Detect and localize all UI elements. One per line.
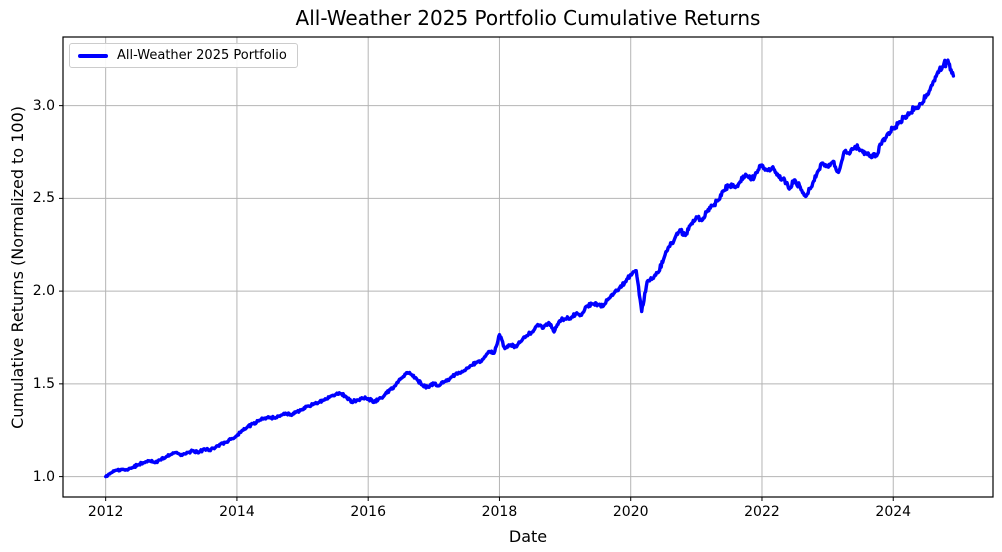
x-tick-label-2020: 2020	[612, 504, 649, 520]
legend-line-swatch	[78, 53, 108, 58]
y-axis-label-wrap: Cumulative Returns (Normalized to 100)	[2, 37, 32, 497]
x-axis-label: Date	[508, 527, 548, 546]
y-tick-label-1.5: 1.5	[32, 375, 55, 392]
axes-border	[62, 36, 994, 498]
chart-title: All-Weather 2025 Portfolio Cumulative Re…	[295, 6, 761, 30]
x-tick-label-2014: 2014	[219, 504, 255, 520]
x-tick-label-2012: 2012	[87, 504, 124, 520]
x-tick-label-2016: 2016	[350, 504, 386, 520]
y-tick-label-2.0: 2.0	[32, 283, 55, 300]
x-tick-label-2022: 2022	[744, 504, 780, 520]
legend: All-Weather 2025 Portfolio	[69, 43, 298, 68]
y-tick-label-2.5: 2.5	[32, 190, 55, 207]
y-axis-label: Cumulative Returns (Normalized to 100)	[7, 105, 27, 429]
legend-label: All-Weather 2025 Portfolio	[117, 48, 287, 63]
y-tick-label-3.0: 3.0	[32, 97, 55, 114]
x-tick-label-2024: 2024	[875, 504, 912, 520]
portfolio-line	[104, 58, 956, 479]
y-tick-label-1.0: 1.0	[32, 468, 55, 485]
x-tick-label-2018: 2018	[481, 504, 518, 520]
